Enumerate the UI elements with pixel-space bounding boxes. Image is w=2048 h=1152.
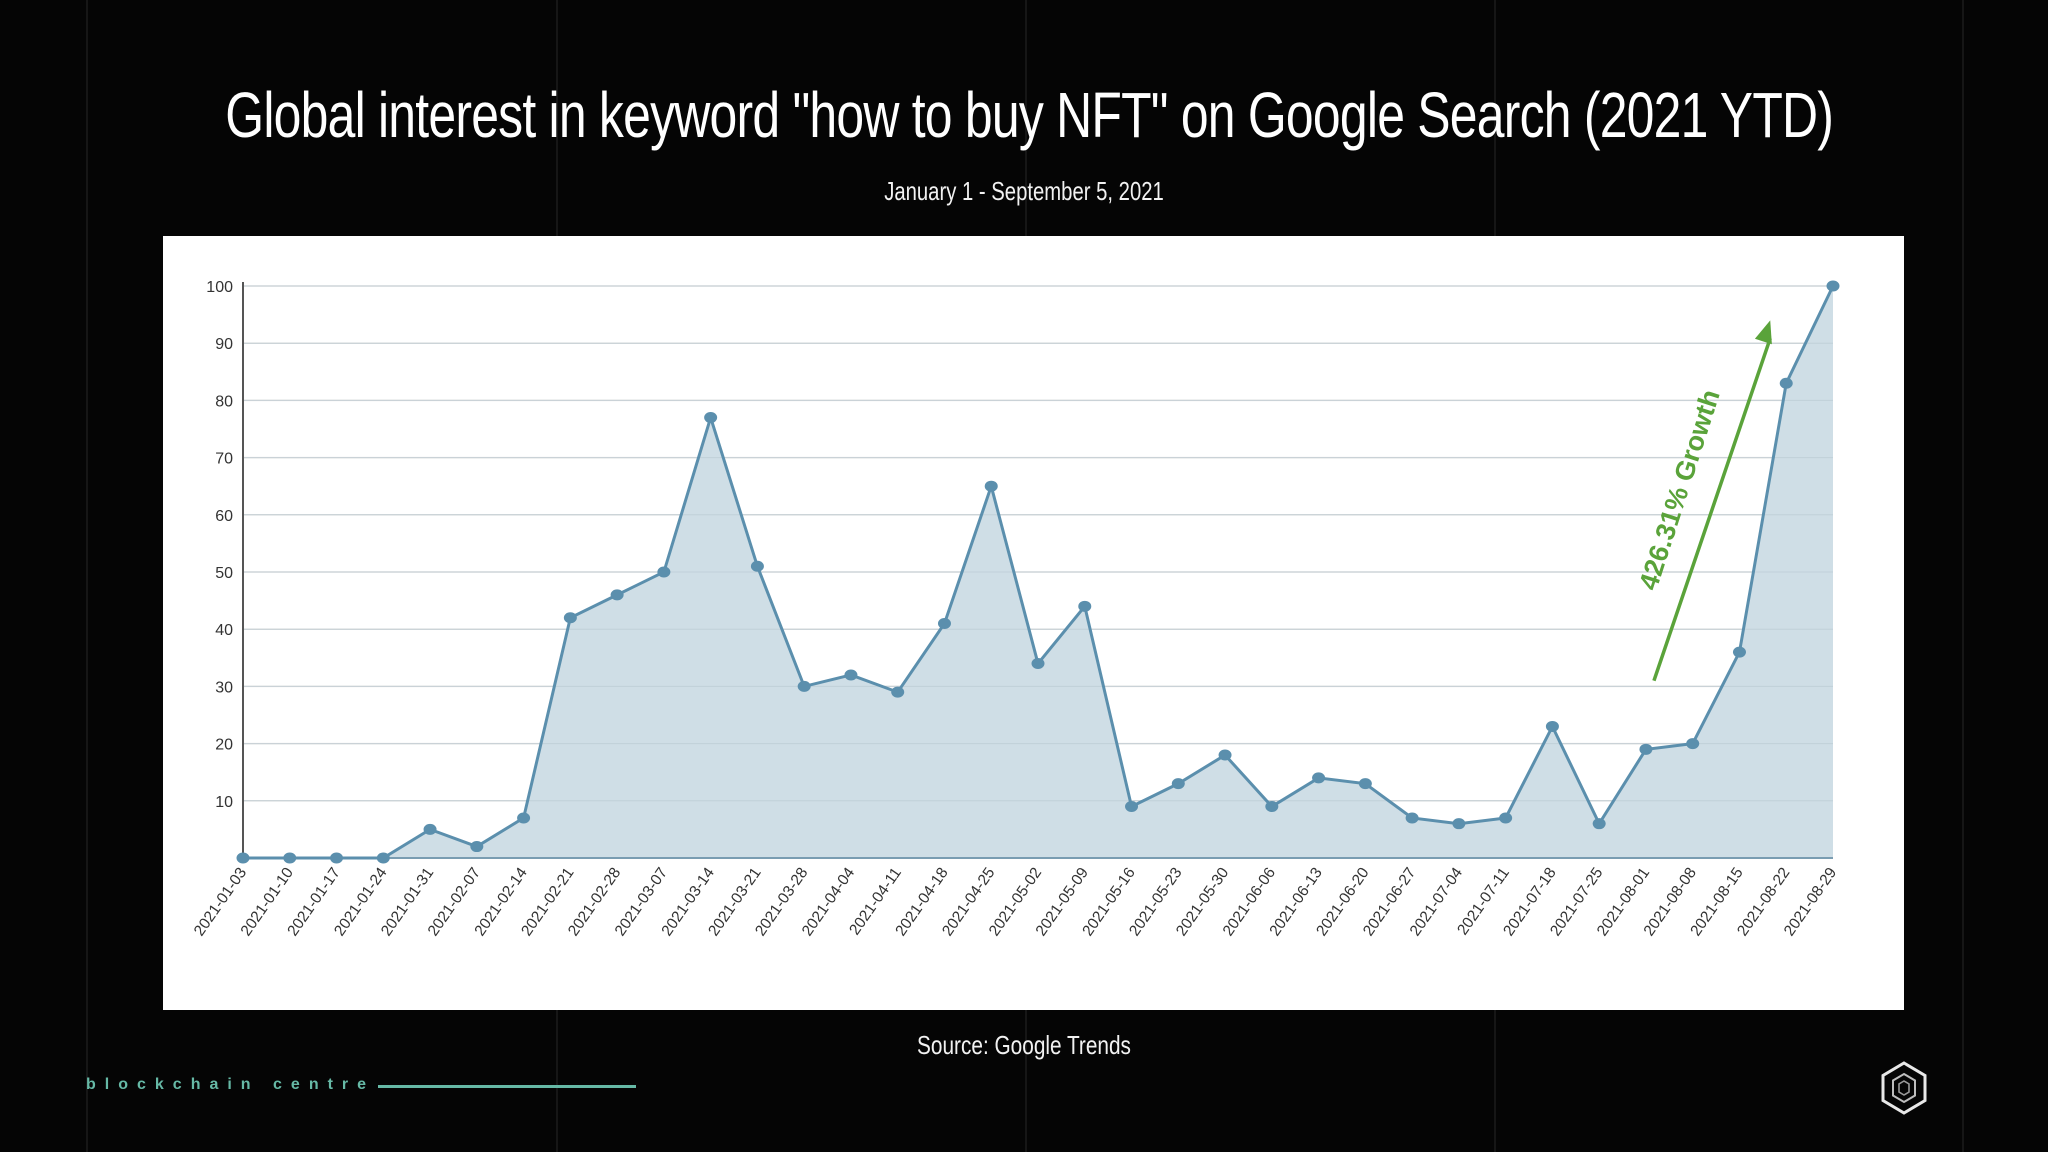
data-point — [283, 852, 297, 864]
y-tick-label: 90 — [215, 336, 233, 353]
data-point — [1031, 658, 1045, 670]
data-point — [1499, 812, 1513, 824]
y-tick-label: 50 — [215, 565, 233, 582]
growth-arrow-line — [1652, 337, 1772, 682]
data-point — [470, 841, 484, 853]
growth-annotation-label: 426.31% Growth — [1633, 386, 1726, 594]
data-point — [984, 480, 998, 492]
data-point — [844, 669, 858, 681]
data-point — [1639, 743, 1653, 755]
slide-title: Global interest in keyword "how to buy N… — [225, 79, 1834, 151]
y-tick-label: 60 — [215, 508, 233, 525]
data-point — [1686, 738, 1700, 750]
brand-divider — [378, 1085, 636, 1088]
data-point — [657, 566, 671, 578]
data-point — [1826, 280, 1840, 292]
data-point — [376, 852, 390, 864]
data-point — [1452, 818, 1466, 830]
area-fill — [243, 286, 1833, 858]
data-point — [236, 852, 250, 864]
y-tick-label: 30 — [215, 679, 233, 696]
data-point — [1358, 778, 1372, 790]
data-point — [1171, 778, 1185, 790]
data-point — [330, 852, 344, 864]
background-guide-line — [86, 0, 88, 1152]
growth-arrow-head-icon — [1754, 320, 1772, 345]
data-point — [1078, 600, 1092, 612]
data-point — [1405, 812, 1419, 824]
y-tick-label: 100 — [206, 279, 233, 296]
area-chart: 1020304050607080901002021-01-032021-01-1… — [191, 279, 1840, 939]
data-point — [937, 617, 951, 629]
data-point — [423, 823, 437, 835]
y-tick-label: 10 — [215, 794, 233, 811]
y-tick-label: 40 — [215, 622, 233, 639]
data-point — [1592, 818, 1606, 830]
y-tick-label: 80 — [215, 393, 233, 410]
date-range-subtitle: January 1 - September 5, 2021 — [884, 176, 1164, 206]
data-point — [1218, 749, 1232, 761]
data-point — [517, 812, 531, 824]
data-point — [1125, 801, 1139, 813]
data-point — [750, 560, 764, 572]
y-tick-label: 70 — [215, 451, 233, 468]
data-point — [891, 686, 905, 698]
data-point — [1732, 646, 1746, 658]
hexagon-logo-icon — [1881, 1061, 1927, 1115]
y-tick-label: 20 — [215, 737, 233, 754]
data-point — [610, 589, 624, 601]
data-point — [1265, 801, 1279, 813]
background-guide-line — [1962, 0, 1964, 1152]
data-point — [704, 412, 718, 424]
source-caption: Source: Google Trends — [917, 1030, 1131, 1060]
data-point — [1779, 377, 1793, 389]
chart-panel: 10 20 30 40 50 60 70 80 90 100 2021-01-03 2021-01-1… — [163, 236, 1904, 1010]
data-point — [1312, 772, 1326, 784]
data-point — [563, 612, 577, 624]
data-point — [797, 680, 811, 692]
data-point — [1545, 720, 1559, 732]
brand-wordmark: blockchain centre — [86, 1076, 376, 1093]
